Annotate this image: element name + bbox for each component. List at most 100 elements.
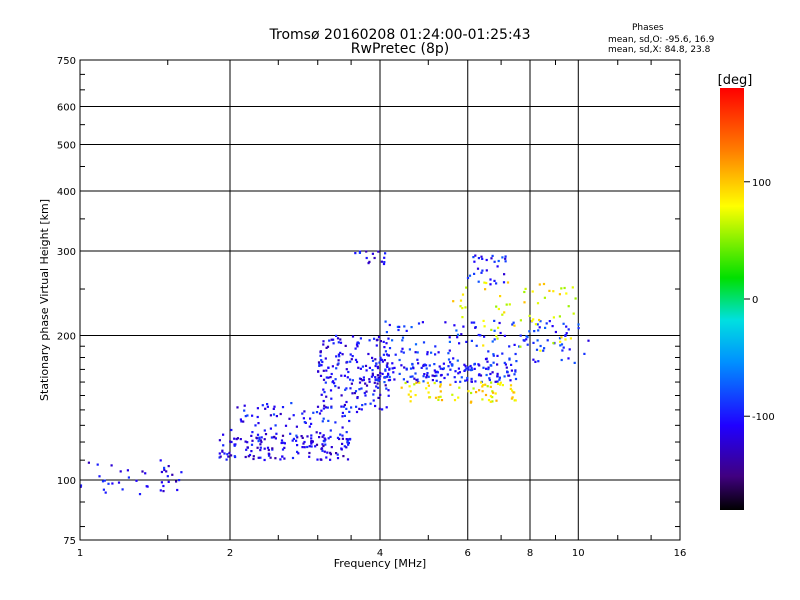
scatter-point [504, 257, 507, 260]
scatter-point [302, 417, 305, 420]
scatter-point [489, 385, 492, 388]
scatter-point [496, 354, 499, 357]
scatter-point [324, 443, 327, 446]
scatter-point [336, 453, 339, 456]
scatter-point [326, 406, 329, 409]
scatter-point [358, 381, 362, 384]
scatter-point [422, 341, 426, 344]
scatter-point [468, 274, 472, 277]
scatter-point [356, 345, 359, 348]
scatter-point [229, 440, 232, 443]
scatter-point [244, 440, 247, 443]
scatter-point [295, 439, 298, 442]
scatter-point [377, 376, 380, 379]
scatter-point [484, 288, 487, 291]
scatter-point [321, 449, 324, 452]
scatter-point [180, 471, 183, 474]
scatter-point [330, 397, 333, 400]
scatter-point [335, 355, 338, 358]
scatter-point [537, 360, 540, 363]
scatter-point [283, 442, 286, 445]
scatter-point [524, 287, 527, 290]
scatter-point [221, 450, 224, 453]
scatter-point [272, 407, 275, 410]
scatter-point [325, 456, 328, 459]
scatter-point [327, 437, 330, 440]
scatter-point [348, 419, 351, 423]
scatter-point [257, 440, 260, 443]
scatter-point [332, 380, 335, 383]
scatter-point [424, 364, 428, 367]
scatter-point [469, 369, 473, 372]
scatter-point [374, 376, 377, 379]
x-tick-label: 6 [465, 548, 471, 559]
scatter-point [435, 379, 438, 382]
scatter-point [322, 343, 325, 346]
scatter-point [378, 407, 381, 410]
scatter-point [485, 367, 488, 370]
scatter-point [492, 353, 495, 356]
scatter-point [501, 384, 504, 387]
scatter-point [218, 452, 221, 455]
colorbar-tick-label: 100 [752, 178, 771, 189]
scatter-point [487, 350, 490, 353]
scatter-point [466, 379, 469, 382]
scatter-point [269, 456, 272, 459]
scatter-point [456, 333, 460, 336]
scatter-point [259, 446, 262, 449]
scatter-point [141, 470, 144, 473]
scatter-point [295, 425, 298, 428]
scatter-point [522, 339, 525, 342]
scatter-point [362, 378, 365, 382]
scatter-point [401, 339, 404, 342]
scatter-point [426, 353, 429, 356]
scatter-point [499, 295, 502, 298]
scatter-point [256, 407, 259, 410]
scatter-point [480, 255, 483, 258]
scatter-point [358, 407, 361, 410]
scatter-point [386, 362, 389, 365]
scatter-point [373, 256, 376, 260]
scatter-point [504, 255, 507, 258]
scatter-point [564, 338, 567, 341]
scatter-point [408, 385, 411, 388]
scatter-point [449, 383, 452, 386]
scatter-point [479, 374, 483, 377]
scatter-point [361, 379, 364, 382]
scatter-point [346, 440, 349, 443]
scatter-point [491, 390, 494, 393]
scatter-point [391, 362, 394, 365]
scatter-point [473, 362, 476, 365]
scatter-point [336, 337, 340, 340]
scatter-point [504, 363, 507, 366]
scatter-point [349, 387, 352, 390]
scatter-point [376, 365, 379, 368]
scatter-point [417, 322, 421, 325]
scatter-point [327, 376, 330, 379]
scatter-point [483, 325, 486, 328]
scatter-point [303, 440, 306, 444]
scatter-point [376, 338, 379, 341]
scatter-point [323, 440, 326, 443]
scatter-point [474, 326, 477, 329]
scatter-point [355, 343, 359, 346]
scatter-point [456, 336, 459, 339]
scatter-point [316, 405, 320, 408]
scatter-point [329, 376, 332, 379]
scatter-point [453, 376, 456, 379]
scatter-point [496, 382, 500, 385]
scatter-point [583, 352, 586, 355]
scatter-point [331, 365, 334, 368]
scatter-point [273, 405, 276, 408]
scatter-point [481, 390, 484, 393]
scatter-point [377, 335, 381, 339]
scatter-point [510, 363, 513, 366]
scatter-point [319, 350, 322, 353]
scatter-point [303, 410, 306, 413]
scatter-point [343, 374, 346, 377]
scatter-point [345, 368, 348, 371]
scatter-point [382, 340, 385, 343]
scatter-point [371, 252, 374, 255]
scatter-point [340, 405, 343, 408]
scatter-point [319, 432, 322, 435]
